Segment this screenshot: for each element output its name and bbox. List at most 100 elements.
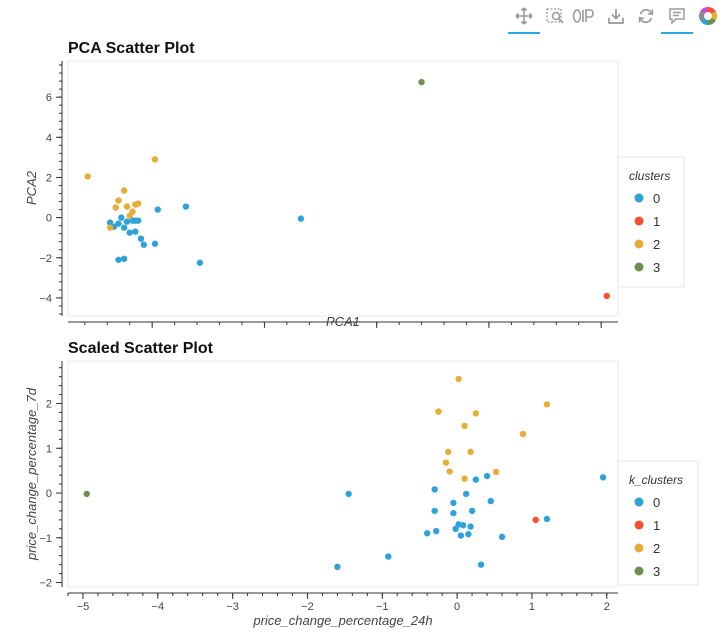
scatter-point-cluster-0 [132, 228, 139, 235]
x-axis-label: PCA1 [326, 314, 360, 329]
legend-label-3: 3 [653, 260, 660, 275]
hover-icon [669, 8, 685, 25]
scatter-point-cluster-2 [151, 156, 159, 163]
scatter-point-cluster-0 [423, 530, 431, 537]
wheel-zoom-icon [572, 9, 594, 23]
legend-label-0: 0 [653, 495, 660, 510]
scatter-point-cluster-2 [543, 401, 551, 408]
scatter-point-cluster-0 [483, 472, 491, 480]
x-tick-label: 1 [529, 601, 535, 613]
scatter-point-cluster-2 [123, 203, 131, 210]
chart-title: PCA Scatter Plot [68, 40, 195, 57]
legend-swatch-1 [634, 520, 644, 530]
y-tick-label: 0 [46, 213, 52, 225]
legend-swatch-1 [634, 216, 644, 226]
pca-scatter-chart[interactable]: PCA Scatter Plot02468PCA1−4−20246PCA2clu… [0, 30, 727, 330]
y-tick-label: 4 [46, 132, 52, 144]
box-zoom-icon [546, 8, 564, 24]
reset-icon [638, 8, 654, 24]
scatter-point-cluster-2 [492, 468, 500, 476]
scatter-point-cluster-0 [115, 220, 122, 227]
scatter-point-cluster-0 [477, 561, 485, 568]
scatter-point-cluster-2 [134, 200, 142, 207]
plot-frame [67, 60, 619, 317]
x-tick-label: −4 [152, 601, 165, 613]
scatter-point-cluster-0 [182, 203, 190, 210]
x-tick-label: 0 [454, 601, 460, 613]
y-tick-label: −2 [39, 253, 52, 265]
scatter-point-cluster-2 [442, 459, 450, 466]
legend-label-1: 1 [653, 518, 660, 533]
scatter-point-cluster-0 [487, 497, 494, 505]
scatter-point-cluster-0 [385, 553, 392, 560]
plot-toolbar [500, 0, 727, 36]
y-tick-label: 2 [46, 399, 52, 411]
scatter-point-cluster-2 [444, 448, 452, 456]
scatter-point-cluster-0 [459, 522, 467, 529]
scatter-point-cluster-0 [468, 507, 476, 515]
scatter-point-cluster-2 [126, 212, 133, 219]
scatter-point-cluster-0 [345, 490, 352, 498]
scatter-point-cluster-1 [603, 292, 610, 300]
scatter-point-cluster-0 [134, 217, 142, 224]
scatter-point-cluster-0 [118, 214, 125, 221]
y-tick-label: 2 [46, 172, 52, 184]
bokeh-logo-button[interactable] [694, 4, 722, 28]
scatter-point-cluster-0 [126, 229, 133, 236]
scatter-point-cluster-0 [137, 235, 145, 242]
scatter-point-cluster-0 [450, 509, 457, 517]
scatter-point-cluster-0 [334, 563, 341, 571]
x-axis-label: price_change_percentage_24h [252, 613, 432, 628]
scatter-point-cluster-0 [431, 507, 438, 515]
hover-tool-button[interactable] [661, 4, 693, 34]
y-tick-label: 0 [46, 488, 52, 500]
scatter-point-cluster-2 [467, 448, 474, 456]
scatter-point-cluster-0 [154, 206, 161, 213]
x-tick-label: −3 [226, 601, 239, 613]
y-tick-label: 6 [46, 92, 52, 104]
scatter-point-cluster-0 [472, 476, 480, 483]
scatter-point-cluster-0 [450, 499, 457, 507]
wheel-zoom-tool-button[interactable] [570, 4, 598, 28]
scatter-point-cluster-0 [106, 219, 114, 226]
legend-box [617, 460, 699, 586]
reset-tool-button[interactable] [632, 4, 660, 28]
scatter-point-cluster-0 [498, 533, 506, 541]
y-tick-label: −1 [39, 533, 52, 545]
scatter-point-cluster-3 [418, 78, 425, 86]
scatter-point-cluster-0 [120, 255, 128, 262]
scatter-point-cluster-2 [106, 224, 114, 231]
x-tick-label: −1 [376, 601, 389, 613]
legend-swatch-2 [634, 543, 644, 553]
legend-title: clusters [629, 169, 670, 183]
plot-frame [67, 360, 619, 588]
scatter-point-cluster-2 [84, 173, 91, 180]
scatter-point-cluster-0 [543, 515, 551, 523]
scatter-point-cluster-3 [83, 490, 90, 498]
scatter-point-cluster-2 [120, 187, 128, 194]
y-tick-label: −4 [39, 293, 52, 305]
y-axis-label: PCA2 [24, 170, 39, 205]
legend-label-3: 3 [653, 564, 660, 579]
scatter-point-cluster-0 [120, 224, 128, 231]
scatter-point-cluster-0 [196, 259, 204, 266]
scatter-point-cluster-2 [455, 375, 462, 383]
scatter-point-cluster-0 [140, 241, 147, 248]
scaled-scatter-chart[interactable]: Scaled Scatter Plot −5 −4 −3 −2 −1 0 1 2 price_ch… [0, 330, 727, 635]
scatter-point-cluster-2 [112, 204, 119, 211]
x-tick-label: 2 [604, 601, 610, 613]
scatter-point-cluster-0 [457, 532, 465, 539]
pan-tool-button[interactable] [508, 4, 540, 34]
scatter-point-cluster-2 [472, 410, 480, 417]
box-zoom-tool-button[interactable] [542, 4, 570, 28]
scatter-point-cluster-0 [467, 523, 474, 530]
scatter-point-cluster-2 [115, 197, 122, 204]
legend-swatch-3 [634, 566, 644, 576]
pan-icon [515, 7, 533, 25]
legend-label-0: 0 [653, 191, 660, 206]
scatter-point-cluster-0 [115, 256, 122, 263]
scatter-point-cluster-0 [465, 530, 472, 538]
scatter-point-cluster-2 [519, 430, 527, 438]
save-tool-button[interactable] [602, 4, 630, 28]
y-tick-label: −2 [39, 578, 52, 590]
